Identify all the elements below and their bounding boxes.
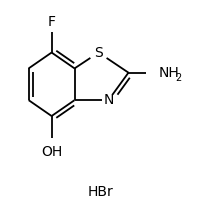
Text: HBr: HBr <box>87 185 113 199</box>
Text: OH: OH <box>41 145 62 159</box>
Text: NH: NH <box>158 66 178 80</box>
Text: 2: 2 <box>174 73 181 83</box>
Text: S: S <box>94 46 102 60</box>
Text: F: F <box>47 15 55 29</box>
Text: N: N <box>103 93 113 107</box>
